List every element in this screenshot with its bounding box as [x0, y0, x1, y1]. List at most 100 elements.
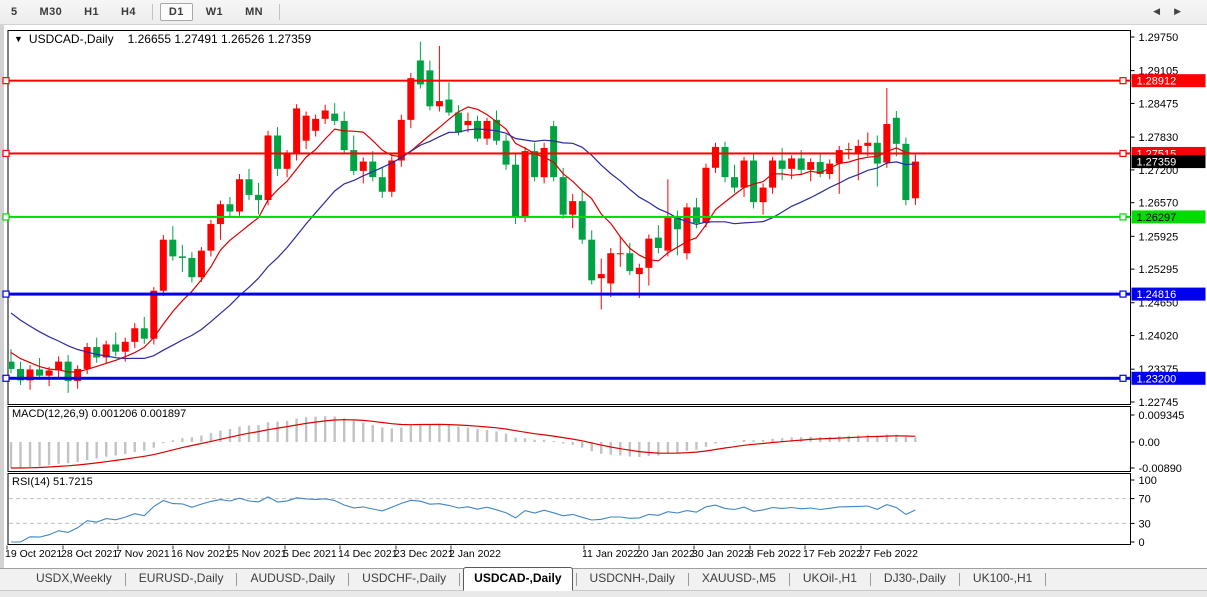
svg-text:0.00: 0.00: [1139, 437, 1160, 449]
tab-separator: [348, 573, 350, 586]
svg-text:14 Dec 2021: 14 Dec 2021: [338, 548, 398, 560]
line-anchor-handle: [1119, 213, 1127, 221]
svg-text:1.24816: 1.24816: [1137, 289, 1177, 301]
timeframe-toolbar: 5 M30 H1 H4 D1 W1 MN: [0, 0, 1207, 25]
svg-text:1.27830: 1.27830: [1139, 132, 1179, 144]
line-anchor-handle: [2, 290, 10, 298]
horizontal-line-1.24816[interactable]: [2, 290, 1131, 298]
line-anchor-handle: [2, 149, 10, 158]
svg-text:1.24650: 1.24650: [1139, 298, 1179, 310]
horizontal-line-1.23200[interactable]: [2, 374, 1131, 382]
chart-tab-dj30-daily[interactable]: DJ30-,Daily: [883, 571, 946, 585]
tab-separator: [869, 573, 871, 586]
svg-text:19 Oct 2021: 19 Oct 2021: [5, 548, 62, 560]
line-anchor-handle: [2, 77, 10, 85]
tab-separator: [124, 573, 126, 586]
svg-text:70: 70: [1139, 494, 1151, 506]
price-tag-1.24816: 1.24816: [1131, 287, 1206, 301]
candlestick-series: [9, 41, 919, 393]
timeframe-button-h4[interactable]: H4: [121, 6, 136, 18]
chart-tab-uk100-h1[interactable]: UK100-,H1: [972, 571, 1033, 585]
svg-text:8 Feb 2022: 8 Feb 2022: [748, 548, 801, 560]
timeframe-button-h1[interactable]: H1: [84, 6, 100, 18]
tab-separator: [1045, 573, 1047, 586]
line-anchor-handle: [2, 213, 10, 221]
svg-text:1.23200: 1.23200: [1137, 373, 1177, 385]
line-anchor-handle: [1119, 374, 1127, 382]
svg-text:1.26570: 1.26570: [1139, 198, 1179, 210]
svg-text:30 Jan 2022: 30 Jan 2022: [692, 548, 750, 560]
timeframe-button-mn[interactable]: MN: [245, 6, 263, 18]
svg-text:17 Feb 2022: 17 Feb 2022: [803, 548, 862, 560]
svg-text:28 Oct 2021: 28 Oct 2021: [61, 548, 118, 560]
timeframe-button-m30[interactable]: M30: [39, 6, 63, 18]
tab-separator: [236, 573, 238, 586]
svg-text:27 Feb 2022: 27 Feb 2022: [859, 548, 918, 560]
line-anchor-handle: [1119, 77, 1127, 85]
svg-text:16 Nov 2021: 16 Nov 2021: [171, 548, 231, 560]
chart-tab-usdcad-daily[interactable]: USDCAD-,Daily: [463, 567, 573, 591]
ma-slow-line[interactable]: [10, 128, 916, 360]
tab-separator: [687, 573, 689, 586]
chart-tab-usdx-weekly[interactable]: USDX,Weekly: [36, 571, 112, 585]
chart-tab-usdcnh-daily[interactable]: USDCNH-,Daily: [589, 571, 675, 585]
rsi-line: [11, 496, 916, 543]
price-tag-1.26297: 1.26297: [1131, 210, 1206, 224]
svg-text:0.009345: 0.009345: [1139, 410, 1185, 422]
svg-text:5 Dec 2021: 5 Dec 2021: [283, 548, 337, 560]
svg-text:2 Jan 2022: 2 Jan 2022: [449, 548, 501, 560]
price-axis: 1.297501.291051.284751.278301.272001.265…: [1130, 32, 1185, 549]
svg-text:30: 30: [1139, 518, 1151, 530]
svg-text:23 Dec 2021: 23 Dec 2021: [394, 548, 454, 560]
line-anchor-handle: [2, 374, 10, 382]
horizontal-line-1.27515[interactable]: [2, 149, 1131, 158]
svg-text:11 Jan 2022: 11 Jan 2022: [582, 548, 639, 560]
svg-text:1.28912: 1.28912: [1137, 76, 1177, 88]
svg-text:-0.00890: -0.00890: [1139, 463, 1182, 475]
line-anchor-handle: [1119, 149, 1127, 158]
chart-tab-eurusd-daily[interactable]: EURUSD-,Daily: [138, 571, 224, 585]
tab-separator: [459, 573, 461, 586]
window-bottom-edge: [0, 592, 1207, 597]
chart-tab-audusd-daily[interactable]: AUDUSD-,Daily: [250, 571, 336, 585]
chart-tab-xauusd-m5[interactable]: XAUUSD-,M5: [701, 571, 776, 585]
svg-text:1.27359: 1.27359: [1137, 157, 1177, 169]
price-tag-1.28912: 1.28912: [1131, 74, 1206, 88]
tab-scroll-left-icon[interactable]: ◀: [1153, 6, 1175, 16]
macd-histogram: [9, 416, 917, 468]
svg-text:7 Nov 2021: 7 Nov 2021: [116, 548, 170, 560]
svg-text:1.22745: 1.22745: [1139, 397, 1179, 409]
svg-text:1.28475: 1.28475: [1139, 98, 1179, 110]
svg-text:1.25295: 1.25295: [1139, 264, 1179, 276]
line-anchor-handle: [1119, 290, 1127, 298]
ma-fast-line[interactable]: [10, 106, 916, 373]
horizontal-line-1.26297[interactable]: [2, 213, 1131, 221]
tab-separator: [575, 573, 577, 586]
timeframe-button-5[interactable]: 5: [11, 6, 18, 18]
toolbar-separator: [279, 4, 280, 20]
tab-separator: [958, 573, 960, 586]
chart-tab-ukoil-h1[interactable]: UKOil-,H1: [802, 571, 857, 585]
svg-text:100: 100: [1139, 475, 1157, 487]
chart-tab-bar: USDX,Weekly EURUSD-,Daily AUDUSD-,Daily USD…: [0, 567, 1207, 591]
toolbar-separator: [151, 4, 153, 20]
timeframe-button-w1[interactable]: W1: [205, 6, 224, 18]
chart-tab-usdchf-daily[interactable]: USDCHF-,Daily: [362, 571, 447, 585]
price-tag-1.23200: 1.23200: [1131, 371, 1206, 385]
tab-scroll-arrows: ◀▶: [1153, 6, 1195, 17]
chart-collapse-icon[interactable]: ▼: [14, 34, 23, 44]
horizontal-line-1.28912[interactable]: [2, 77, 1131, 85]
macd-signal-line: [11, 419, 916, 469]
window-left-edge: [0, 24, 4, 568]
tab-separator: [788, 573, 790, 586]
tab-scroll-right-icon[interactable]: ▶: [1174, 6, 1195, 16]
svg-text:1.24020: 1.24020: [1139, 331, 1179, 343]
timeframe-button-d1[interactable]: D1: [159, 3, 193, 21]
svg-text:25 Nov 2021: 25 Nov 2021: [227, 548, 287, 560]
svg-text:1.25925: 1.25925: [1139, 231, 1179, 243]
svg-text:1.29750: 1.29750: [1139, 32, 1179, 44]
rsi-panel[interactable]: [7, 473, 1131, 545]
